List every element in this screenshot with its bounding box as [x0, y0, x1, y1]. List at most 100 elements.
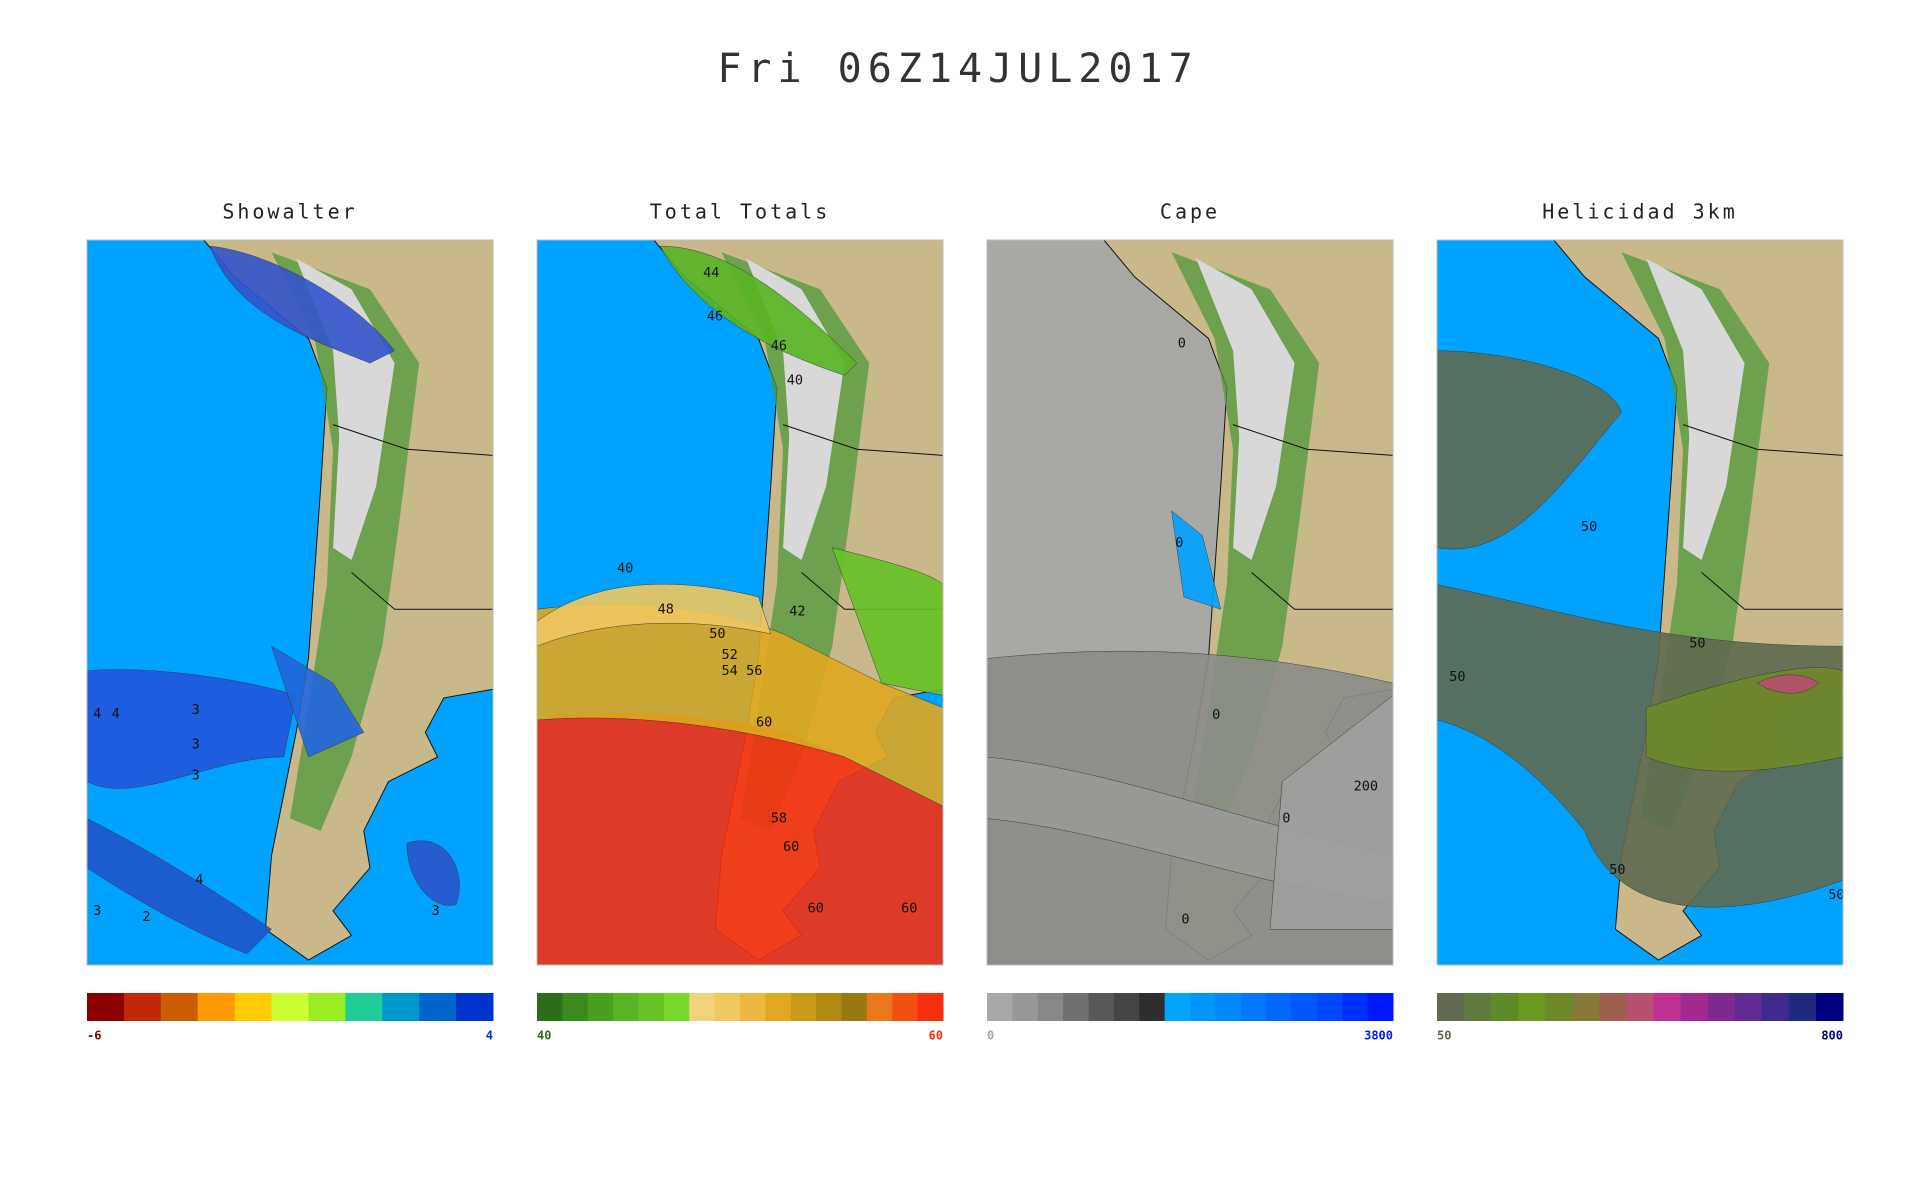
map-frame — [1436, 239, 1844, 966]
map: 4 3 3 3 4 3 2 4 3 — [87, 240, 493, 965]
main-title: Fri 06Z14JUL2017 — [717, 46, 1198, 92]
border — [1682, 424, 1843, 610]
border — [1232, 424, 1393, 610]
colorbar-swatch — [1707, 993, 1736, 1021]
colorbar-swatch — [1088, 993, 1115, 1021]
colorbar-swatch — [1012, 993, 1039, 1021]
colorbar-swatch — [765, 993, 792, 1021]
panel-title: Helicidad 3km — [1542, 200, 1738, 224]
colorbar-swatch — [1139, 993, 1166, 1021]
contour-label: 3 — [192, 737, 200, 753]
field-contour — [1756, 674, 1819, 694]
contour-label: 60 — [901, 900, 917, 916]
colorbar-swatch — [382, 993, 420, 1021]
contour-label: 60 — [808, 900, 824, 916]
colorbar-swatch — [587, 993, 614, 1021]
contour-label: 46 — [771, 338, 787, 354]
colorbar-swatch — [123, 993, 162, 1021]
map-frame — [536, 239, 944, 966]
field-contour — [406, 840, 460, 906]
border — [332, 424, 493, 610]
colorbar-swatch — [419, 993, 457, 1021]
contour-label: 56 — [746, 663, 762, 679]
colorbar-swatch — [1113, 993, 1140, 1021]
colorbar-min: 40 — [537, 1029, 551, 1043]
contour-label: 50 — [1449, 669, 1465, 685]
colorbar-swatch — [1545, 993, 1573, 1021]
field-contour — [87, 669, 297, 789]
colorbar-swatch — [1734, 993, 1763, 1021]
contour-label: 0 — [1181, 911, 1189, 927]
contour-label: 3 — [93, 903, 101, 919]
colorbar-swatch — [638, 993, 665, 1021]
contour-label: 3 — [192, 702, 200, 718]
field-contour — [1437, 584, 1843, 908]
colorbar-swatch — [160, 993, 199, 1021]
field-contour — [209, 245, 395, 364]
colorbar-swatch — [1599, 993, 1627, 1021]
contour-label: 50 — [1609, 862, 1625, 878]
colorbar-swatch — [1572, 993, 1600, 1021]
field-contour — [1437, 350, 1622, 550]
colorbar-swatch — [1680, 993, 1709, 1021]
colorbar-swatch — [1518, 993, 1546, 1021]
contour-label: 40 — [617, 561, 633, 577]
andes — [1646, 258, 1745, 561]
contour-label: 0 — [1282, 811, 1290, 827]
panel-title: Cape — [1160, 200, 1220, 224]
field-contour — [271, 645, 365, 758]
contour-label: 58 — [771, 811, 787, 827]
colorbar-swatch — [456, 993, 494, 1021]
field-contour — [1171, 510, 1222, 610]
contour-label: 3 — [192, 767, 200, 783]
contour-label: 46 — [707, 308, 723, 324]
colorbar-swatch — [1761, 993, 1790, 1021]
colorbar-swatch — [1063, 993, 1089, 1021]
colorbar-swatch — [1653, 993, 1682, 1021]
contour-label: 54 — [722, 663, 738, 679]
contour-label: 42 — [789, 604, 805, 620]
colorbar-swatch — [1437, 993, 1465, 1021]
colorbar-swatch — [740, 993, 766, 1021]
contour-label: 60 — [783, 839, 799, 855]
colorbar-swatch — [1316, 993, 1343, 1021]
colorbar-swatch — [1266, 993, 1292, 1021]
colorbar-max: 4 — [486, 1029, 493, 1043]
contour-label: 3 — [431, 903, 439, 919]
colorbar-swatch — [197, 993, 236, 1021]
colorbar-swatch — [1491, 993, 1519, 1021]
contour-label: 50 — [1581, 519, 1597, 535]
colorbar-swatch — [308, 993, 346, 1021]
contour-label: 50 — [1828, 887, 1844, 903]
contour-label: 50 — [709, 626, 725, 642]
contour-label: 60 — [756, 715, 772, 731]
colorbar-swatch — [537, 993, 563, 1021]
colorbar-swatch — [987, 993, 1013, 1021]
colorbar-swatch — [790, 993, 817, 1021]
colorbar-swatch — [663, 993, 690, 1021]
colorbar-swatch — [1215, 993, 1242, 1021]
colorbar-swatch — [1464, 993, 1492, 1021]
contour-label: 50 — [1689, 636, 1705, 652]
colorbar-swatch — [271, 993, 309, 1021]
colorbar-swatch — [816, 993, 842, 1021]
panel-title: Total Totals — [650, 200, 831, 224]
colorbar-swatch — [1367, 993, 1394, 1021]
colorbar-swatch — [1626, 993, 1655, 1021]
colorbar-swatch — [714, 993, 741, 1021]
colorbar-swatch — [1815, 993, 1844, 1021]
panel-title: Showalter — [222, 200, 357, 224]
colorbar-swatch — [1291, 993, 1318, 1021]
contour-label: 48 — [658, 601, 674, 617]
colorbar-swatch — [689, 993, 716, 1021]
contour-label: 0 — [1178, 335, 1186, 351]
contour-label: 4 — [195, 872, 203, 888]
map: 50 50 50 50 50 — [1437, 240, 1844, 965]
field-contour — [537, 583, 772, 647]
colorbar-swatch — [866, 993, 893, 1021]
colorbar-max: 3800 — [1364, 1029, 1393, 1043]
field-contour — [659, 245, 858, 376]
colorbar-swatch — [345, 993, 383, 1021]
colorbar-min: 0 — [987, 1029, 994, 1043]
